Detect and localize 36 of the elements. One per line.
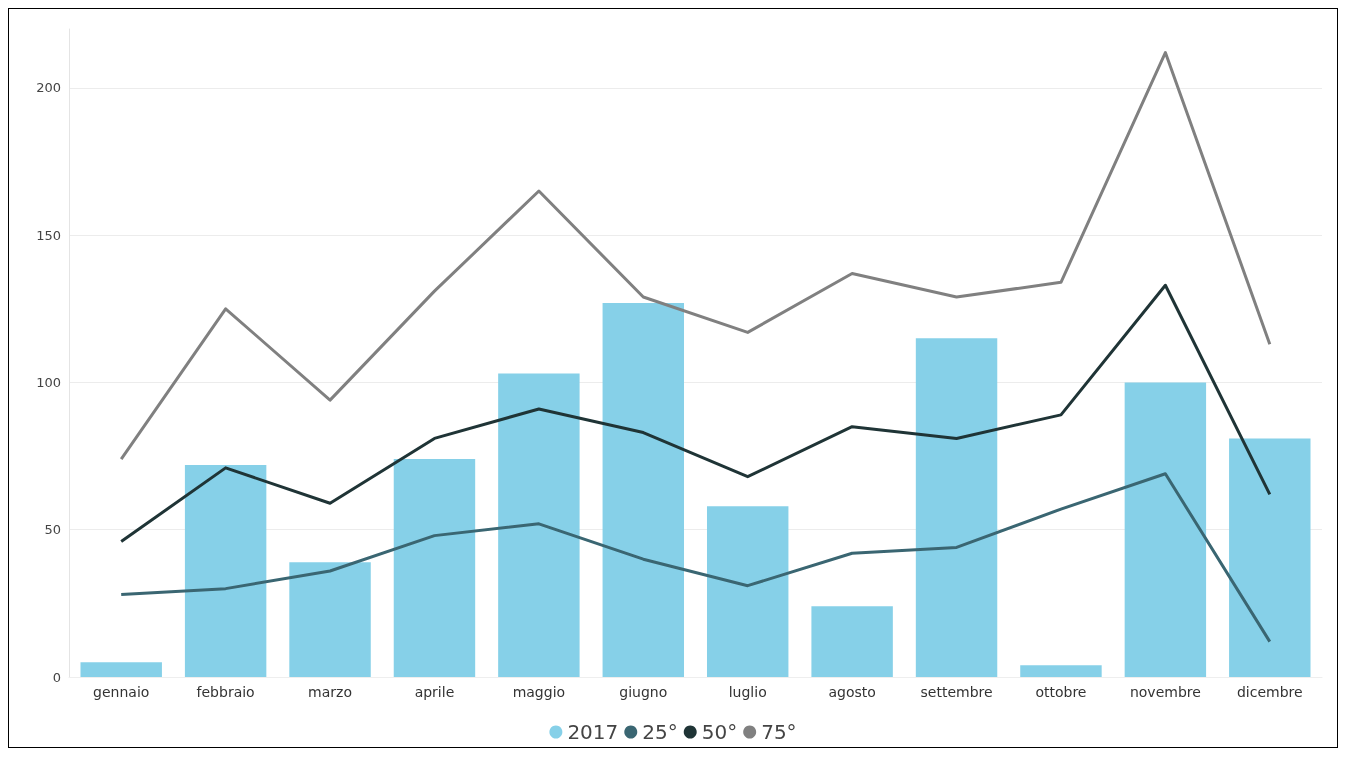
- x-tick-label: agosto: [828, 684, 876, 700]
- legend-label: 50°: [701, 720, 738, 744]
- line-series: [119, 51, 1272, 461]
- x-tick-label: dicembre: [1236, 684, 1303, 700]
- y-tick-label: 0: [52, 669, 61, 685]
- x-tick-label: novembre: [1129, 684, 1201, 700]
- line-series: [119, 283, 1272, 544]
- bar: [498, 373, 580, 677]
- bar: [1020, 665, 1102, 677]
- bar: [1229, 438, 1311, 677]
- y-tick-label: 200: [36, 80, 61, 96]
- x-tick-label: giugno: [619, 684, 668, 700]
- bar: [80, 662, 162, 677]
- y-tick-label: 150: [36, 227, 61, 243]
- x-tick-label: maggio: [512, 684, 566, 700]
- y-tick-label: 100: [36, 374, 61, 390]
- legend-label: 2017: [567, 720, 619, 744]
- line-series: [119, 472, 1272, 644]
- bar: [915, 338, 998, 677]
- x-tick-label: settembre: [920, 684, 993, 700]
- legend-label: 75°: [761, 720, 797, 744]
- x-tick-label: ottobre: [1035, 684, 1087, 700]
- bar: [1124, 382, 1207, 677]
- x-tick-label: marzo: [308, 684, 352, 700]
- x-tick-label: febbraio: [196, 684, 255, 700]
- bar: [811, 606, 893, 677]
- x-tick-label: luglio: [728, 684, 767, 700]
- bar: [393, 459, 476, 677]
- x-tick-label: aprile: [414, 684, 455, 700]
- y-tick-label: 50: [44, 522, 61, 538]
- bar: [289, 562, 371, 677]
- bar: [706, 506, 789, 677]
- legend-label: 25°: [642, 720, 678, 744]
- x-tick-label: gennaio: [93, 684, 150, 700]
- bar: [602, 302, 685, 677]
- bar: [184, 464, 267, 677]
